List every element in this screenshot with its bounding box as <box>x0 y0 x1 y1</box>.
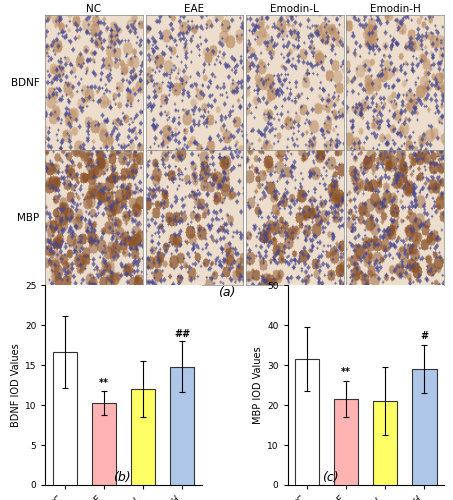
Bar <box>295 359 319 485</box>
Y-axis label: MBP IOD Values: MBP IOD Values <box>253 346 263 424</box>
Bar <box>170 366 194 485</box>
Text: ##: ## <box>174 329 190 339</box>
Text: #: # <box>420 331 429 341</box>
Y-axis label: MBP: MBP <box>18 212 40 222</box>
Y-axis label: BDNF: BDNF <box>11 78 40 88</box>
Bar <box>92 402 116 485</box>
Title: EAE: EAE <box>184 4 204 14</box>
Bar <box>131 389 155 485</box>
Title: NC: NC <box>87 4 101 14</box>
Text: **: ** <box>99 378 109 388</box>
Title: Emodin-L: Emodin-L <box>270 4 319 14</box>
Bar <box>373 401 397 485</box>
Bar <box>334 399 358 485</box>
Bar <box>53 352 77 485</box>
Title: Emodin-H: Emodin-H <box>370 4 420 14</box>
Bar <box>412 369 437 485</box>
Text: (c): (c) <box>323 471 339 484</box>
Y-axis label: BDNF IOD Values: BDNF IOD Values <box>10 343 20 427</box>
Text: (b): (b) <box>114 471 131 484</box>
Text: (a): (a) <box>218 286 235 299</box>
Text: **: ** <box>341 367 351 377</box>
